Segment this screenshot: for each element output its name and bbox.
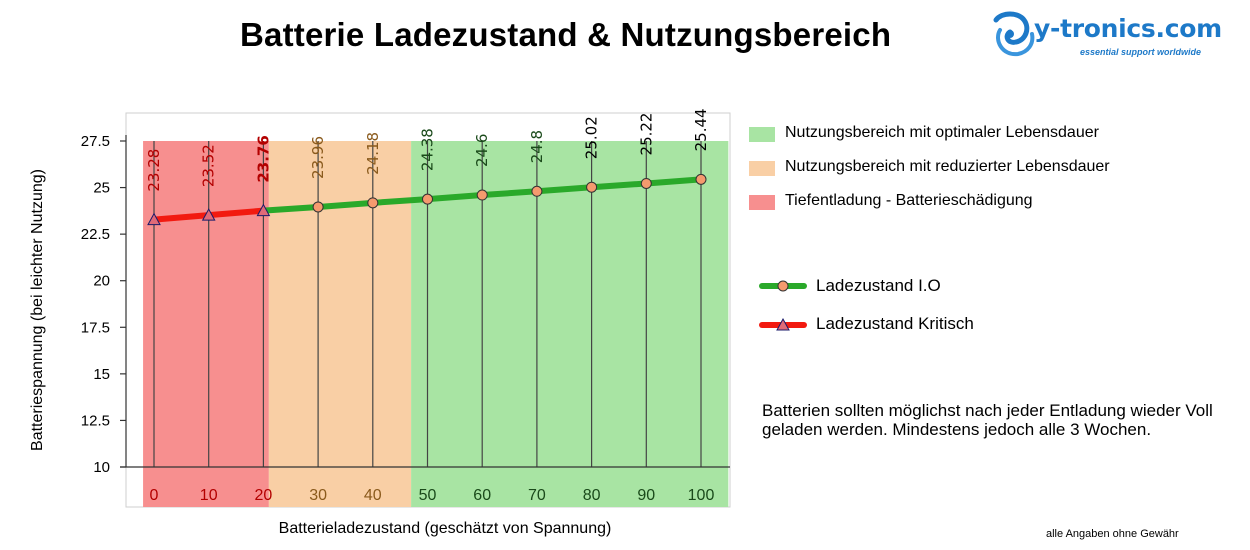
x-tick-label: 90: [637, 487, 655, 504]
data-point-circle: [367, 197, 379, 209]
data-point-triangle: [201, 208, 216, 221]
legend-label-reduced: Nutzungsbereich mit reduzierter Lebensda…: [785, 158, 1110, 175]
y-tick-label: 27.5: [81, 133, 110, 150]
y-tick-label: 22.5: [81, 226, 110, 243]
x-tick-label: 80: [583, 487, 601, 504]
zone-critical: [143, 141, 269, 507]
y-tronics-logo: y-tronics.com essential support worldwid…: [988, 10, 1243, 62]
x-tick-label: 60: [473, 487, 491, 504]
data-label: 25.02: [583, 116, 601, 159]
legend-label-series-ok: Ladezustand I.O: [816, 276, 941, 295]
data-label: 23.28: [145, 149, 163, 192]
legend-label-critical: Tiefentladung - Batterieschädigung: [785, 192, 1033, 209]
logo-tagline: essential support worldwide: [1080, 47, 1202, 57]
legend-series-ok: [759, 280, 807, 292]
data-label: 24.8: [528, 130, 546, 163]
x-tick-label: 10: [200, 487, 218, 504]
data-label: 25.44: [692, 108, 710, 151]
data-label: 24.18: [364, 132, 382, 175]
charging-note: Batterien sollten möglichst nach jeder E…: [762, 401, 1213, 439]
x-tick-label: 100: [688, 487, 715, 504]
legend-swatch-reduced: [749, 161, 775, 176]
legend-swatch-optimal: [749, 127, 775, 142]
data-point-circle: [531, 185, 543, 197]
x-tick-label: 30: [309, 487, 327, 504]
x-tick-label: 50: [419, 487, 437, 504]
data-label: 25.22: [637, 113, 655, 156]
y-tick-label: 25: [93, 180, 110, 197]
y-axis-label: Batteriespannung (bei leichter Nutzung): [29, 169, 46, 451]
y-tick-label: 17.5: [81, 319, 110, 336]
zone-reduced: [268, 141, 412, 507]
data-labels: 23.28 23.52 23.76 23.96 24.18 24.38 24.6 24.8 25…: [145, 108, 710, 191]
y-tick-label: 20: [93, 273, 110, 290]
data-label: 23.52: [200, 144, 218, 187]
data-point-circle: [476, 189, 488, 201]
x-tick-label: 40: [364, 487, 382, 504]
y-axis: 10 12.5 15 17.5 20 22.5 25 27.5: [81, 133, 730, 476]
data-label: 24.6: [473, 134, 491, 167]
triangle-marker-icon: [776, 317, 790, 331]
y-tick-label: 10: [93, 459, 110, 476]
legend-swatch-critical: [749, 195, 775, 210]
data-point-circle: [695, 173, 707, 185]
x-axis-label: Batterieladezustand (geschätzt von Spann…: [279, 520, 612, 537]
data-markers: [147, 173, 707, 226]
data-point-triangle: [147, 212, 161, 226]
data-label: 23.76: [254, 135, 272, 182]
x-tick-label: 20: [255, 487, 273, 504]
y-tick-label: 12.5: [81, 412, 110, 429]
zone-optimal: [411, 141, 729, 507]
disclaimer: alle Angaben ohne Gewähr: [1046, 528, 1179, 540]
legend-label-series-critical: Ladezustand Kritisch: [816, 314, 974, 333]
y-tick-label: 15: [93, 366, 110, 383]
logo-swirl-icon: [993, 11, 1035, 57]
data-point-circle: [640, 177, 652, 189]
circle-marker-icon: [777, 280, 789, 292]
data-point-circle: [586, 181, 598, 193]
x-tick-label: 0: [150, 487, 159, 504]
logo-text: y-tronics.com: [1034, 14, 1222, 43]
data-point-triangle: [256, 203, 271, 217]
x-axis-tick-labels: 0 10 20 30 40 50 60 70 80 90 100: [150, 487, 715, 504]
data-label: 24.38: [419, 128, 437, 171]
data-point-circle: [422, 193, 433, 205]
page-title: Batterie Ladezustand & Nutzungsbereich: [240, 16, 892, 53]
zone-backgrounds: [143, 141, 729, 507]
data-label: 23.96: [309, 136, 327, 179]
data-point-circle: [312, 201, 324, 213]
x-tick-label: 70: [528, 487, 546, 504]
legend-label-optimal: Nutzungsbereich mit optimaler Lebensdaue…: [785, 124, 1099, 141]
legend-series-critical: [759, 317, 807, 331]
